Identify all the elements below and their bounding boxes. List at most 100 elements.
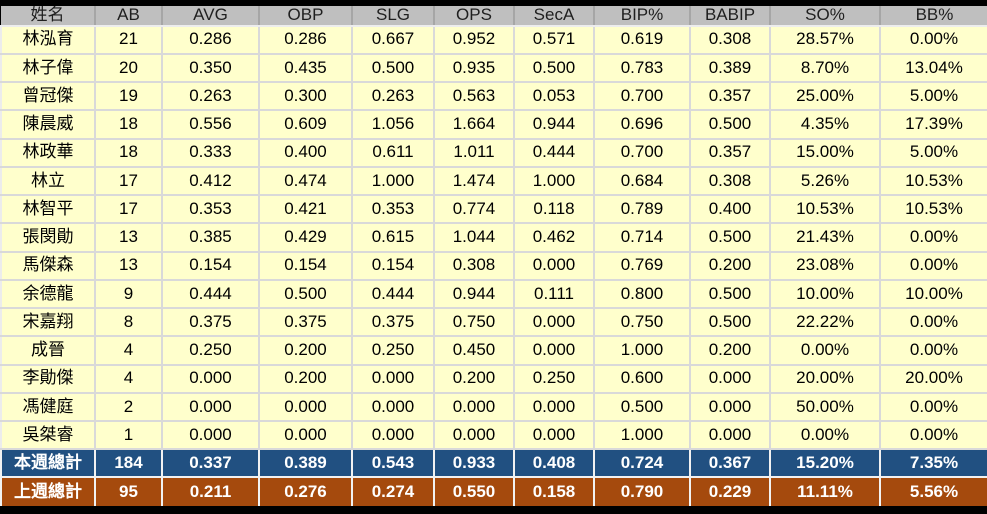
stat-cell[interactable]: 0.000 [258, 391, 353, 422]
stat-cell[interactable]: 20 [94, 52, 163, 84]
header-cell-so[interactable]: SO% [769, 3, 881, 27]
stat-cell[interactable]: 2 [94, 391, 163, 422]
total-stat-cell[interactable]: 0.337 [161, 448, 260, 479]
stat-cell[interactable]: 17 [94, 194, 163, 225]
stat-cell[interactable]: 0.286 [258, 24, 353, 55]
stat-cell[interactable]: 22.22% [769, 307, 881, 338]
stat-cell[interactable]: 0.444 [351, 278, 435, 310]
stat-cell[interactable]: 0.250 [351, 335, 435, 366]
stat-cell[interactable]: 0.667 [351, 24, 435, 55]
total-label-cell[interactable]: 上週總計 [0, 476, 96, 511]
stat-cell[interactable]: 20.00% [769, 363, 881, 394]
player-name-cell[interactable]: 林智平 [0, 194, 96, 225]
stat-cell[interactable]: 13.04% [879, 52, 987, 84]
stat-cell[interactable]: 21 [94, 24, 163, 55]
total-stat-cell[interactable]: 0.408 [513, 448, 595, 479]
stat-cell[interactable]: 13 [94, 222, 163, 253]
stat-cell[interactable]: 25.00% [769, 81, 881, 112]
stat-cell[interactable]: 0.400 [689, 194, 771, 225]
stat-cell[interactable]: 0.774 [433, 194, 515, 225]
stat-cell[interactable]: 1.664 [433, 109, 515, 140]
stat-cell[interactable]: 0.00% [769, 419, 881, 451]
total-stat-cell[interactable]: 7.35% [879, 448, 987, 479]
stat-cell[interactable]: 0.000 [689, 391, 771, 422]
player-name-cell[interactable]: 林政華 [0, 137, 96, 168]
stat-cell[interactable]: 0.556 [161, 109, 260, 140]
stat-cell[interactable]: 8 [94, 307, 163, 338]
stat-cell[interactable]: 17 [94, 165, 163, 197]
stat-cell[interactable]: 0.000 [689, 363, 771, 394]
stat-cell[interactable]: 0.000 [351, 419, 435, 451]
stat-cell[interactable]: 0.308 [433, 250, 515, 281]
stat-cell[interactable]: 0.00% [879, 335, 987, 366]
header-cell-bb[interactable]: BB% [879, 3, 987, 27]
stat-cell[interactable]: 8.70% [769, 52, 881, 84]
total-label-cell[interactable]: 本週總計 [0, 448, 96, 479]
stat-cell[interactable]: 0.308 [689, 165, 771, 197]
stat-cell[interactable]: 1.011 [433, 137, 515, 168]
player-name-cell[interactable]: 余德龍 [0, 278, 96, 310]
stat-cell[interactable]: 21.43% [769, 222, 881, 253]
stat-cell[interactable]: 0.615 [351, 222, 435, 253]
stat-cell[interactable]: 0.444 [161, 278, 260, 310]
stat-cell[interactable]: 9 [94, 278, 163, 310]
header-cell-ops[interactable]: OPS [433, 3, 515, 27]
stat-cell[interactable]: 0.714 [593, 222, 691, 253]
stat-cell[interactable]: 0.200 [258, 335, 353, 366]
stat-cell[interactable]: 0.00% [879, 24, 987, 55]
stat-cell[interactable]: 0.000 [161, 391, 260, 422]
header-cell-name[interactable]: 姓名 [1, 3, 96, 27]
stat-cell[interactable]: 4.35% [769, 109, 881, 140]
stat-cell[interactable]: 10.53% [879, 165, 987, 197]
player-name-cell[interactable]: 曾冠傑 [0, 81, 96, 112]
stat-cell[interactable]: 0.357 [689, 137, 771, 168]
stat-cell[interactable]: 10.53% [769, 194, 881, 225]
stat-cell[interactable]: 1.000 [593, 335, 691, 366]
stat-cell[interactable]: 0.000 [513, 391, 595, 422]
stat-cell[interactable]: 0.474 [258, 165, 353, 197]
stat-cell[interactable]: 5.26% [769, 165, 881, 197]
stat-cell[interactable]: 0.111 [513, 278, 595, 310]
total-stat-cell[interactable]: 0.158 [513, 476, 595, 511]
stat-cell[interactable]: 0.00% [769, 335, 881, 366]
total-stat-cell[interactable]: 0.550 [433, 476, 515, 511]
player-name-cell[interactable]: 張閔勛 [0, 222, 96, 253]
stat-cell[interactable]: 0.00% [879, 222, 987, 253]
stat-cell[interactable]: 0.154 [161, 250, 260, 281]
total-stat-cell[interactable]: 0.543 [351, 448, 435, 479]
stat-cell[interactable]: 0.263 [351, 81, 435, 112]
stat-cell[interactable]: 0.200 [433, 363, 515, 394]
stat-cell[interactable]: 0.000 [161, 419, 260, 451]
stat-cell[interactable]: 0.286 [161, 24, 260, 55]
stat-cell[interactable]: 4 [94, 335, 163, 366]
stat-cell[interactable]: 0.800 [593, 278, 691, 310]
total-stat-cell[interactable]: 0.367 [689, 448, 771, 479]
stat-cell[interactable]: 0.619 [593, 24, 691, 55]
stat-cell[interactable]: 0.200 [689, 250, 771, 281]
stat-cell[interactable]: 17.39% [879, 109, 987, 140]
stat-cell[interactable]: 0.118 [513, 194, 595, 225]
stat-cell[interactable]: 0.353 [351, 194, 435, 225]
stat-cell[interactable]: 50.00% [769, 391, 881, 422]
header-cell-seca[interactable]: SecA [513, 3, 595, 27]
stat-cell[interactable]: 0.500 [689, 222, 771, 253]
stat-cell[interactable]: 0.00% [879, 250, 987, 281]
stat-cell[interactable]: 0.000 [161, 363, 260, 394]
stat-cell[interactable]: 0.250 [161, 335, 260, 366]
stat-cell[interactable]: 28.57% [769, 24, 881, 55]
total-stat-cell[interactable]: 0.229 [689, 476, 771, 511]
stat-cell[interactable]: 0.00% [879, 307, 987, 338]
stat-cell[interactable]: 10.53% [879, 194, 987, 225]
stat-cell[interactable]: 1.056 [351, 109, 435, 140]
stat-cell[interactable]: 0.944 [433, 278, 515, 310]
stat-cell[interactable]: 5.00% [879, 81, 987, 112]
stat-cell[interactable]: 0.500 [689, 278, 771, 310]
stat-cell[interactable]: 0.000 [513, 250, 595, 281]
stat-cell[interactable]: 13 [94, 250, 163, 281]
stat-cell[interactable]: 0.375 [351, 307, 435, 338]
stat-cell[interactable]: 0.389 [689, 52, 771, 84]
stat-cell[interactable]: 0.200 [689, 335, 771, 366]
stat-cell[interactable]: 0.421 [258, 194, 353, 225]
stat-cell[interactable]: 0.00% [879, 419, 987, 451]
stat-cell[interactable]: 1.000 [513, 165, 595, 197]
